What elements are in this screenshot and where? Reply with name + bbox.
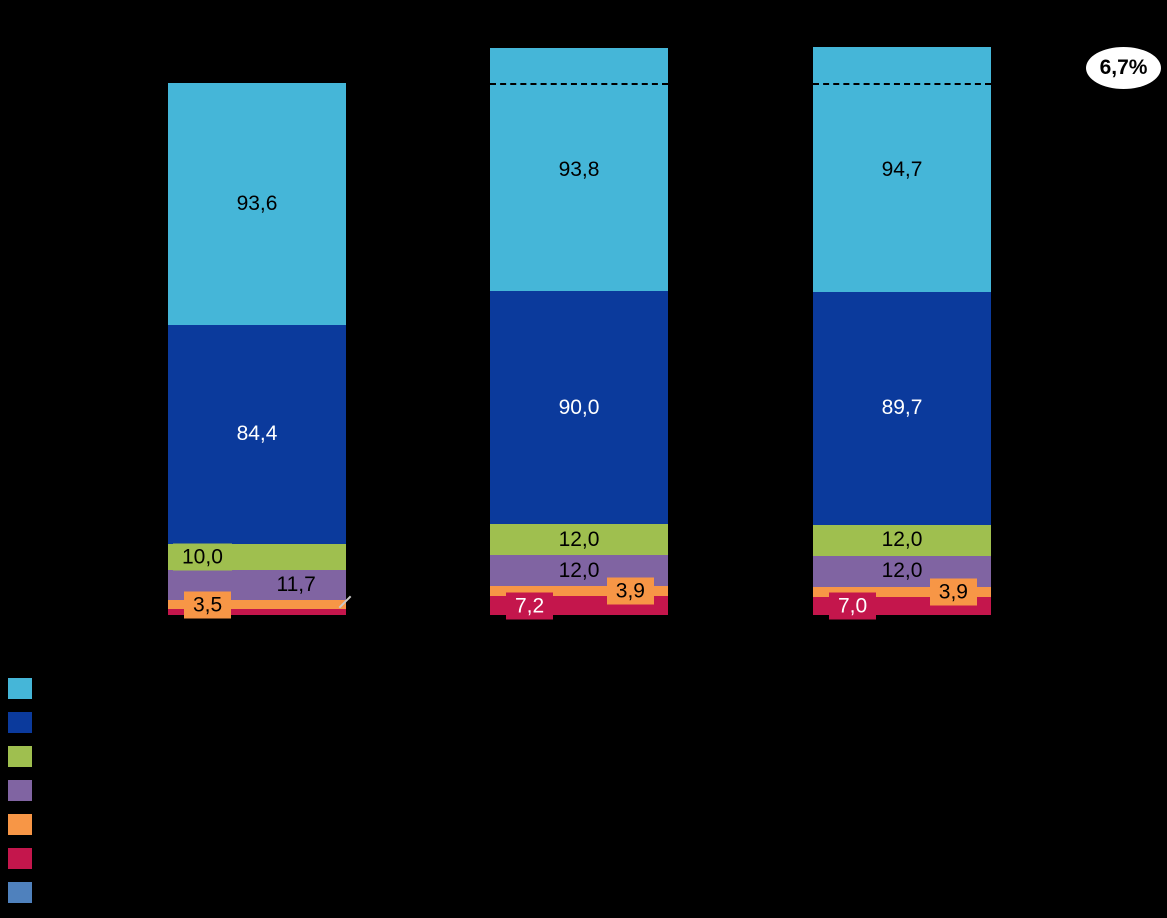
segment-label: 12,0 bbox=[558, 527, 600, 551]
bar-segment-red bbox=[168, 609, 346, 615]
segment-label: 94,7 bbox=[881, 157, 923, 181]
bar-segment-cyan: 94,7 bbox=[813, 47, 991, 293]
segment-label: 90,0 bbox=[558, 395, 600, 419]
legend-swatch-cyan bbox=[8, 678, 32, 699]
bar-segment-green: 12,0 bbox=[490, 524, 668, 556]
legend-swatch-green bbox=[8, 746, 32, 767]
bar-segment-orange bbox=[490, 586, 668, 597]
bar-1: 93,6 84,4 10,0 11,7 3,5 bbox=[168, 82, 346, 618]
segment-callout: 10,0 bbox=[173, 543, 232, 571]
bar-segment-orange bbox=[813, 586, 991, 597]
bar-segment-green: 12,0 bbox=[813, 524, 991, 556]
segment-label: 12,0 bbox=[558, 558, 600, 582]
bar-segment-darkblue: 89,7 bbox=[813, 292, 991, 525]
segment-callout: 3,9 bbox=[929, 578, 977, 606]
bar-segment-darkblue: 90,0 bbox=[490, 290, 668, 525]
segment-label: 12,0 bbox=[881, 559, 923, 583]
bar-segment-orange bbox=[168, 599, 346, 610]
segment-label: 89,7 bbox=[881, 396, 923, 420]
legend-swatch-steelblue bbox=[8, 882, 32, 903]
segment-label: 11,7 bbox=[276, 572, 316, 596]
growth-badge-label: 6,7% bbox=[1099, 56, 1148, 79]
bar-segment-cyan: 93,8 bbox=[490, 48, 668, 291]
reference-dashline bbox=[813, 82, 991, 85]
bar-segment-cyan: 93,6 bbox=[168, 82, 346, 326]
segment-callout: 3,5 bbox=[184, 591, 232, 618]
bar-segment-darkblue: 84,4 bbox=[168, 325, 346, 544]
legend-swatch-darkblue bbox=[8, 712, 32, 733]
legend-swatch-purple bbox=[8, 780, 32, 801]
bar-segment-purple: 12,0 bbox=[813, 555, 991, 587]
segment-label: 12,0 bbox=[881, 528, 923, 552]
segment-label: 84,4 bbox=[236, 422, 278, 446]
bar-3: 94,7 89,7 12,0 12,0 3,9 7,0 bbox=[813, 47, 991, 620]
legend-swatch-orange bbox=[8, 814, 32, 835]
growth-badge: 6,7% bbox=[1086, 47, 1161, 89]
legend-swatch-red bbox=[8, 848, 32, 869]
bar-2: 93,8 90,0 12,0 12,0 3,9 7,2 bbox=[490, 48, 668, 620]
segment-callout: 7,2 bbox=[506, 592, 554, 620]
segment-label: 93,6 bbox=[236, 191, 278, 215]
segment-callout: 7,0 bbox=[829, 592, 877, 620]
segment-callout: 3,9 bbox=[606, 577, 654, 605]
segment-label: 93,8 bbox=[558, 157, 600, 181]
reference-dashline bbox=[490, 82, 668, 85]
